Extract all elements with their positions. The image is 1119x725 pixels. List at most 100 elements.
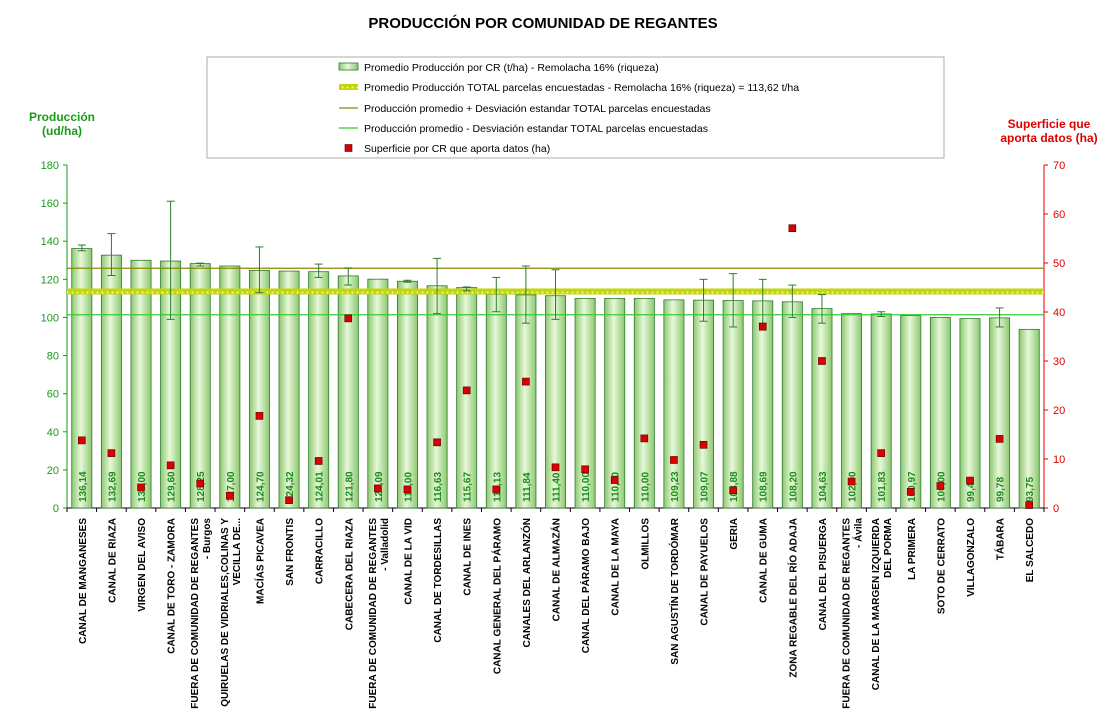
bar-value-label: 93,75 <box>1025 477 1036 502</box>
error-bar <box>166 200 175 320</box>
bar-value-label: 109,07 <box>700 471 711 502</box>
y-left-tick-label: 40 <box>47 427 59 439</box>
surface-marker <box>1025 501 1033 509</box>
y-right-tick-label: 60 <box>1053 209 1065 221</box>
bar <box>900 315 922 509</box>
category-label-line: CARRACILLO <box>315 518 326 584</box>
surface-marker <box>462 386 471 395</box>
error-bar <box>77 244 86 252</box>
bar <box>663 299 685 509</box>
category-label-line: OLMILLOS <box>640 518 651 570</box>
error-bar <box>196 262 205 267</box>
bar-value-label: 108,88 <box>729 471 740 502</box>
category-label: CANAL DEL PISUERGA <box>818 518 829 630</box>
bar <box>959 318 981 509</box>
bar-value-label: 110,00 <box>581 472 592 502</box>
bar-value-label: 101,83 <box>877 471 888 502</box>
category-label: FUERA DE COMUNIDAD DE REGANTES - Valladol… <box>368 518 391 709</box>
error-bar <box>551 269 560 320</box>
category-label-line: CANAL DE LA VID <box>403 518 414 605</box>
error-bar <box>344 267 353 286</box>
category-label: CANAL DE MANGANESES <box>78 518 89 644</box>
surface-marker <box>936 482 945 490</box>
error-bar <box>107 233 116 277</box>
y-right-tick-label: 10 <box>1053 454 1065 466</box>
surface-marker <box>670 456 678 464</box>
category-label: TÁBARA <box>994 518 1007 560</box>
y-right-axis-title-line: aporta datos (ha) <box>1000 131 1097 145</box>
surface-marker <box>581 465 589 474</box>
surface-marker <box>226 491 234 500</box>
error-bar <box>462 286 471 292</box>
y-right-axis-title-line: Superficie que <box>1008 117 1091 131</box>
bar-value-label: 110,00 <box>640 472 651 502</box>
category-label-line: TÁBARA <box>994 518 1007 560</box>
plot-area: 0 20 40 60 80 100 120 140 160 180 0 10 20 30 40 50 60 70 1… <box>41 160 1066 709</box>
y-left-tick-label: 20 <box>47 465 59 477</box>
category-label-line: QUIRUELAS DE VIDRIALES,COLINAS Y <box>220 518 231 707</box>
category-label-line: SAN FRONTIS <box>285 518 296 586</box>
category-label: SAN AGUSTÍN DE TORDÓMAR <box>668 517 681 664</box>
category-label: FUERA DE COMUNIDAD DE REGANTES - Ávila <box>842 518 865 709</box>
error-bar <box>995 307 1004 328</box>
bar <box>130 259 152 509</box>
category-label-line: - Ávila <box>852 518 865 548</box>
legend: Promedio Producción por CR (t/ha) - Remo… <box>206 56 945 159</box>
surface-marker <box>78 436 86 445</box>
category-label-line: CANAL DE INES <box>463 518 474 596</box>
bar-value-label: 102,00 <box>848 471 859 502</box>
bar <box>633 297 655 509</box>
error-bar <box>492 276 501 313</box>
error-bar <box>877 311 886 317</box>
bar-value-label: 111,40 <box>552 472 563 502</box>
surface-marker <box>137 483 145 492</box>
category-label: GERIA <box>729 518 740 550</box>
legend-box <box>206 56 945 159</box>
surface-marker <box>285 496 293 504</box>
category-label: CANAL DE TORDESILLAS <box>433 518 444 643</box>
category-label-line: CANAL DE TORO - ZAMORA <box>167 518 178 654</box>
category-label: MACÍAS PICAVEA <box>253 518 266 604</box>
category-label-line: VECILLA DE... <box>232 518 243 586</box>
surface-marker <box>758 322 767 331</box>
category-label-line: - Burgos <box>202 518 213 560</box>
surface-marker <box>374 484 382 493</box>
bar-value-label: 111,84 <box>522 472 533 502</box>
category-label-line: VILLAGONZALO <box>966 518 977 597</box>
category-label-line: CANAL DE TORDESILLAS <box>433 518 444 643</box>
surface-marker <box>166 461 175 470</box>
category-label: CANALES DEL ARLANZÓN <box>520 518 533 647</box>
bar-value-label: 108,20 <box>788 471 799 502</box>
y-left-tick-label: 80 <box>47 351 59 363</box>
category-label: QUIRUELAS DE VIDRIALES,COLINAS Y VECILLA … <box>220 518 243 707</box>
category-label-line: CANALES DEL ARLANZÓN <box>520 518 533 647</box>
y-left-axis-title: Producción(ud/ha) <box>29 110 95 138</box>
legend-swatch-average <box>339 84 358 90</box>
error-bar <box>729 273 738 328</box>
surface-marker <box>433 438 441 447</box>
surface-marker <box>610 476 619 484</box>
legend-entry-label: Producción promedio - Desviación estanda… <box>364 123 708 135</box>
error-bar <box>521 265 530 324</box>
category-label: ZONA REGABLE DEL RÍO ADAJA <box>786 518 799 678</box>
surface-marker <box>729 486 737 495</box>
error-bar <box>433 257 442 315</box>
category-label-line: MACÍAS PICAVEA <box>253 518 266 604</box>
category-label: VIRGEN DEL AVISO <box>137 518 148 612</box>
y-left-tick-label: 180 <box>41 160 59 172</box>
bar-value-label: 116,63 <box>433 472 444 502</box>
error-bar <box>699 278 708 322</box>
y-right-tick-label: 30 <box>1053 356 1065 368</box>
category-label: CANAL DE RIAZA <box>107 518 118 603</box>
category-label-line: CANAL DEL PISUERGA <box>818 518 829 630</box>
category-label-line: ZONA REGABLE DEL RÍO ADAJA <box>786 518 799 678</box>
category-label: CANAL DE LA VID <box>403 518 414 605</box>
surface-marker <box>107 449 116 457</box>
category-label-line: FUERA DE COMUNIDAD DE REGANTES <box>190 518 201 709</box>
surface-marker <box>818 357 826 365</box>
category-label: CANAL DE LA MARGEN IZQUIERDA DEL PORMA <box>871 518 894 690</box>
bar-value-label: 115,67 <box>463 472 474 502</box>
category-label-line: CANAL DE GUMA <box>759 518 770 603</box>
category-label-line: LA PRIMERA <box>907 518 918 580</box>
surface-marker <box>847 477 856 486</box>
